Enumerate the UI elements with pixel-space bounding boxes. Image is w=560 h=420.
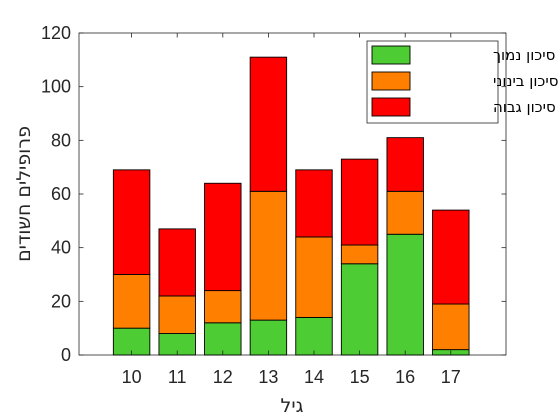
x-tick-label: 17 bbox=[441, 367, 461, 387]
bar-segment bbox=[249, 56, 288, 192]
bar-segment bbox=[386, 233, 424, 356]
x-tick-label: 12 bbox=[213, 367, 233, 387]
bar-segment bbox=[340, 263, 379, 356]
y-tick-label: 60 bbox=[51, 184, 71, 204]
y-tick-label: 20 bbox=[51, 291, 71, 311]
y-tick-label: 100 bbox=[41, 77, 71, 97]
bar-segment bbox=[432, 209, 470, 305]
y-tick-label: 80 bbox=[51, 130, 71, 150]
x-tick-label: 13 bbox=[258, 367, 278, 387]
x-tick-label: 14 bbox=[304, 367, 324, 387]
bar-segment bbox=[204, 322, 242, 356]
x-tick-label: 16 bbox=[395, 367, 415, 387]
legend-swatch bbox=[371, 71, 411, 91]
bar-segment bbox=[295, 316, 333, 356]
y-axis: 0 20 40 60 80 100 120 bbox=[41, 23, 506, 365]
x-tick-label: 15 bbox=[350, 367, 370, 387]
bar-segment bbox=[249, 190, 288, 321]
x-tick-label: 11 bbox=[168, 367, 187, 387]
bar-segment bbox=[432, 303, 470, 351]
bar-segment bbox=[112, 169, 151, 275]
bar-segment bbox=[295, 169, 333, 238]
x-tick-label: 10 bbox=[122, 367, 142, 387]
bar-segment bbox=[158, 295, 196, 334]
bar-segment bbox=[112, 274, 151, 329]
bar-segment bbox=[386, 190, 424, 235]
y-tick-label: 40 bbox=[51, 238, 71, 258]
x-axis: 10 11 12 13 14 15 16 17 bbox=[122, 33, 461, 387]
legend-swatch bbox=[371, 97, 411, 117]
bar-segment bbox=[204, 182, 242, 292]
bar-segment bbox=[249, 319, 288, 356]
bar-segment bbox=[295, 236, 333, 318]
bars-group bbox=[112, 56, 470, 356]
legend-label: סיכון בינוני bbox=[493, 72, 558, 90]
bar-segment bbox=[204, 290, 242, 324]
bar-segment bbox=[386, 137, 424, 192]
legend-label: סיכון נמוך bbox=[493, 46, 555, 64]
bar-segment bbox=[158, 228, 196, 297]
legend-swatch bbox=[371, 45, 411, 65]
bar-segment bbox=[340, 244, 379, 265]
y-tick-label: 0 bbox=[61, 345, 71, 365]
bar-segment bbox=[340, 158, 379, 246]
y-tick-label: 120 bbox=[41, 23, 71, 43]
legend: סיכון נמוך סיכון בינוני סיכון גבוה bbox=[366, 40, 558, 124]
y-axis-label: פרופילים חשודים bbox=[13, 126, 35, 262]
legend-label: סיכון גבוה bbox=[493, 98, 556, 116]
x-axis-label: גיל bbox=[281, 395, 304, 417]
